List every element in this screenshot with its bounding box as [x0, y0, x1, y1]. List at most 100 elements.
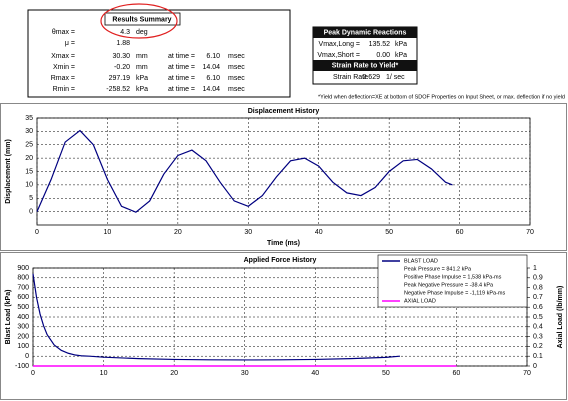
x-tick-label: 50	[382, 370, 390, 377]
line-series	[36, 129, 453, 213]
y-tick-label: 900	[17, 265, 29, 272]
table-cell: 4.3	[120, 29, 130, 36]
x-tick-label: 40	[311, 370, 319, 377]
y-tick-label: 0	[25, 353, 29, 360]
y2-tick-label: 0.4	[533, 324, 543, 331]
x-tick-label: 20	[174, 229, 182, 236]
table-cell: 30.30	[112, 53, 130, 60]
table-cell: kPa	[136, 86, 148, 93]
reactions-header	[313, 27, 417, 38]
x-tick-label: 0	[31, 370, 35, 377]
x-tick-label: 70	[523, 370, 531, 377]
table-cell: deg	[136, 29, 148, 36]
y2-tick-label: 0.2	[533, 343, 543, 350]
table-cell: msec	[228, 53, 245, 60]
legend-note: Peak Negative Pressure = -38.4 kPa	[404, 282, 494, 288]
table-cell: Vmax,Short =	[317, 52, 360, 59]
x-tick-label: 0	[35, 229, 39, 236]
table-cell: kPa	[395, 41, 407, 48]
table-cell: kPa	[136, 75, 148, 82]
chart-title: Applied Force History	[244, 257, 317, 264]
table-cell: Rmin =	[53, 86, 75, 93]
x-tick-label: 40	[315, 229, 323, 236]
x-tick-label: 50	[385, 229, 393, 236]
y-tick-label: 200	[17, 333, 29, 340]
y-tick-label: 600	[17, 294, 29, 301]
x-tick-label: 70	[526, 229, 534, 236]
table-cell: 6.10	[206, 75, 220, 82]
y-tick-label: 10	[25, 182, 33, 189]
x-tick-label: 60	[453, 370, 461, 377]
table-cell: Vmax,Long =	[319, 41, 360, 48]
table-cell: Strain Rate	[333, 74, 368, 81]
y-axis-label: Displacement (mm)	[5, 139, 12, 204]
plot-area	[36, 117, 531, 226]
table-cell: 6.10	[206, 53, 220, 60]
y-tick-label: 30	[25, 128, 33, 135]
table-cell: at time =	[168, 75, 195, 82]
table-cell: at time =	[168, 86, 195, 93]
y2-tick-label: 0	[533, 363, 537, 370]
y-tick-label: 5	[29, 195, 33, 202]
y2-tick-label: 0.1	[533, 353, 543, 360]
table-cell: msec	[228, 64, 245, 71]
table-cell: 135.52	[369, 41, 391, 48]
y-tick-label: 35	[25, 115, 33, 122]
legend-note: Negative Phase Impulse = -1,119 kPa-ms	[404, 290, 505, 296]
x-tick-label: 30	[241, 370, 249, 377]
y-tick-label: 25	[25, 142, 33, 149]
table-cell: mm	[136, 64, 148, 71]
y-tick-label: 300	[17, 324, 29, 331]
x-tick-label: 10	[104, 229, 112, 236]
strain-title: Strain Rate to Yield*	[332, 62, 399, 69]
table-cell: 0.629	[362, 74, 380, 81]
footnote: *Yield when deflection=XE at bottom of S…	[318, 94, 565, 100]
table-cell: msec	[228, 86, 245, 93]
table-cell: θmax =	[52, 29, 75, 36]
table-cell: 1/ sec	[386, 74, 405, 81]
chart-frame	[0, 103, 567, 251]
table-cell: 297.19	[109, 75, 131, 82]
legend-entry: BLAST LOAD	[404, 258, 438, 264]
table-cell: -258.52	[106, 86, 130, 93]
legend-note: Peak Pressure = 841.2 kPa	[404, 266, 472, 272]
table-cell: 14.04	[202, 64, 220, 71]
y2-axis-label: Axial Load (lb/mm)	[557, 286, 564, 349]
y-tick-label: 400	[17, 314, 29, 321]
y2-tick-label: 0.6	[533, 304, 543, 311]
table-cell: 14.04	[202, 86, 220, 93]
y2-tick-label: 0.3	[533, 333, 543, 340]
chart-frame	[0, 252, 567, 400]
y-tick-label: 100	[17, 343, 29, 350]
reactions-title: Peak Dynamic Reactions	[324, 29, 407, 36]
x-tick-label: 20	[170, 370, 178, 377]
y-tick-label: -100	[15, 363, 29, 370]
y-tick-label: 15	[25, 168, 33, 175]
x-axis-label: Time (ms)	[267, 240, 300, 247]
x-tick-label: 30	[244, 229, 252, 236]
table-cell: μ =	[65, 40, 75, 47]
legend-entry: AXIAL LOAD	[404, 298, 436, 304]
y-tick-label: 500	[17, 304, 29, 311]
table-cell: at time =	[168, 64, 195, 71]
table-cell: mm	[136, 53, 148, 60]
y-axis-label: Blast Load (kPa)	[5, 290, 12, 345]
y2-tick-label: 0.9	[533, 275, 543, 282]
y-tick-label: 700	[17, 284, 29, 291]
y2-tick-label: 0.7	[533, 294, 543, 301]
x-tick-label: 60	[456, 229, 464, 236]
table-cell: Xmin =	[53, 64, 75, 71]
x-tick-label: 10	[100, 370, 108, 377]
table-cell: Rmax =	[51, 75, 75, 82]
table-cell: at time =	[168, 53, 195, 60]
y2-tick-label: 0.5	[533, 314, 543, 321]
table-cell: kPa	[395, 52, 407, 59]
table-cell: 0.00	[376, 52, 390, 59]
table-cell: Xmax =	[51, 53, 75, 60]
strain-header	[313, 60, 417, 71]
y-tick-label: 800	[17, 275, 29, 282]
y-tick-label: 20	[25, 155, 33, 162]
y2-tick-label: 1	[533, 265, 537, 272]
y2-tick-label: 0.8	[533, 284, 543, 291]
